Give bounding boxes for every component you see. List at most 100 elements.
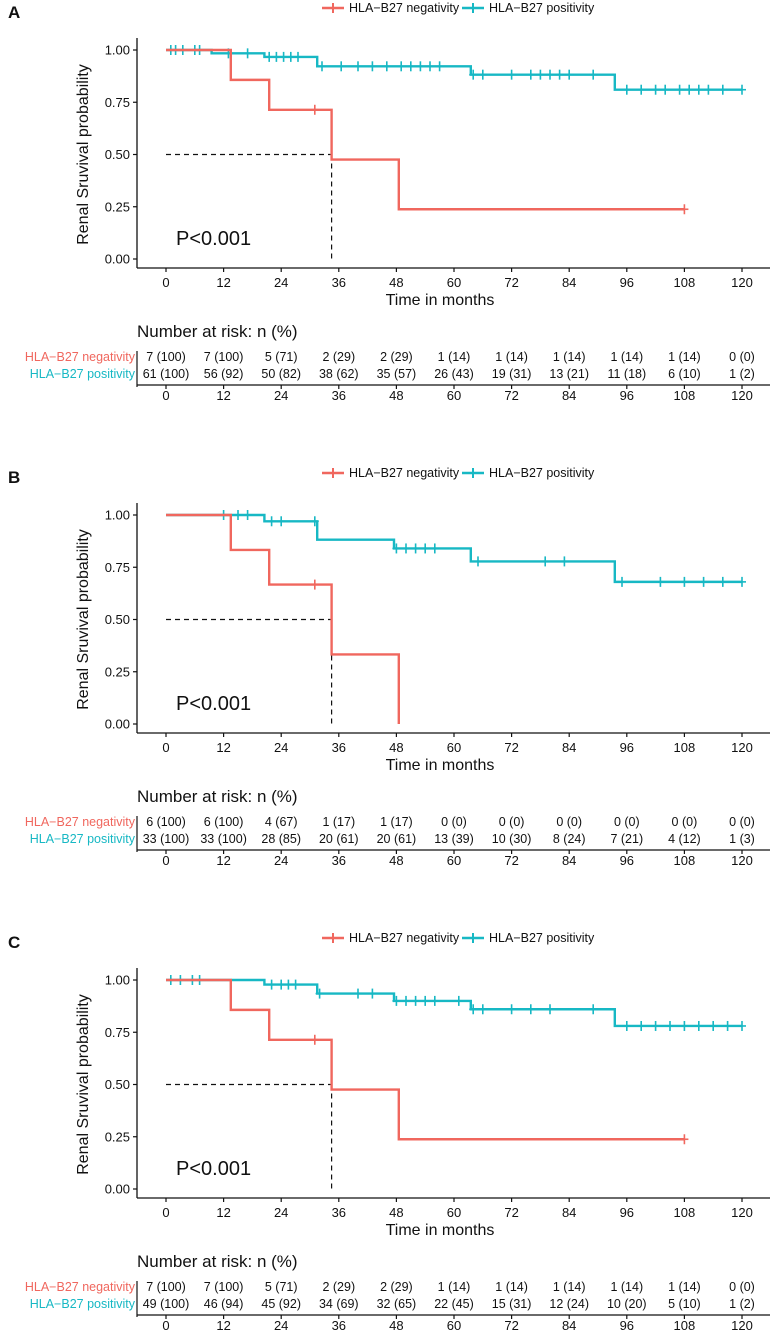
risk-group-positivity: HLA−B27 positivity <box>30 367 136 381</box>
legend-label-positivity: HLA−B27 positivity <box>489 1 595 15</box>
x-tick-label: 60 <box>447 1205 461 1220</box>
x-tick-label: 72 <box>504 740 518 755</box>
x-axis-title: Time in months <box>386 1222 495 1239</box>
risk-group-negativity: HLA−B27 negativity <box>25 350 136 364</box>
km-curve-negativity <box>166 978 685 1141</box>
y-tick-label: 1.00 <box>105 508 130 523</box>
risk-cell-negativity: 1 (17) <box>322 815 355 829</box>
risk-x-tick-label: 24 <box>274 853 288 868</box>
y-tick-label: 0.00 <box>105 717 130 732</box>
panel-letter: C <box>8 933 20 952</box>
risk-cell-negativity: 0 (0) <box>614 815 640 829</box>
risk-cell-positivity: 11 (18) <box>607 367 646 381</box>
km-curve-positivity <box>166 978 742 1028</box>
panel-letter: B <box>8 468 20 487</box>
risk-x-tick-label: 108 <box>674 388 696 403</box>
risk-x-tick-label: 36 <box>332 388 346 403</box>
legend-label-negativity: HLA−B27 negativity <box>349 1 460 15</box>
x-tick-label: 120 <box>731 275 753 290</box>
risk-cell-negativity: 0 (0) <box>729 350 755 364</box>
y-tick-label: 0.50 <box>105 147 130 162</box>
x-tick-label: 120 <box>731 740 753 755</box>
risk-cell-positivity: 8 (24) <box>553 832 586 846</box>
p-value: P<0.001 <box>176 693 251 715</box>
risk-cell-positivity: 50 (82) <box>261 367 301 381</box>
km-curve-positivity <box>166 513 742 584</box>
x-tick-label: 24 <box>274 740 288 755</box>
risk-cell-negativity: 0 (0) <box>556 815 582 829</box>
y-tick-label: 1.00 <box>105 43 130 58</box>
legend-label-positivity: HLA−B27 positivity <box>489 466 595 480</box>
y-tick-label: 0.25 <box>105 664 130 679</box>
y-tick-label: 0.75 <box>105 560 130 575</box>
y-axis-title: Renal Sruvival probability <box>75 64 92 245</box>
risk-cell-positivity: 19 (31) <box>492 367 532 381</box>
risk-table-title: Number at risk: n (%) <box>137 322 298 341</box>
risk-cell-positivity: 13 (21) <box>549 367 589 381</box>
risk-cell-positivity: 20 (61) <box>319 832 359 846</box>
risk-cell-negativity: 1 (14) <box>610 1280 643 1294</box>
risk-x-tick-label: 48 <box>389 853 403 868</box>
legend-label-negativity: HLA−B27 negativity <box>349 466 460 480</box>
risk-x-tick-label: 84 <box>562 388 576 403</box>
y-tick-label: 0.25 <box>105 199 130 214</box>
risk-x-tick-label: 120 <box>731 853 753 868</box>
y-tick-label: 0.00 <box>105 252 130 267</box>
risk-x-tick-label: 0 <box>162 1318 169 1333</box>
risk-x-tick-label: 24 <box>274 388 288 403</box>
risk-cell-positivity: 33 (100) <box>200 832 247 846</box>
risk-cell-negativity: 1 (14) <box>668 1280 701 1294</box>
y-tick-label: 0.75 <box>105 1025 130 1040</box>
risk-cell-negativity: 1 (14) <box>495 350 528 364</box>
panel-a: A HLA−B27 negativity HLA−B27 positivity 0.0… <box>8 1 770 403</box>
x-tick-label: 108 <box>674 275 696 290</box>
x-tick-label: 36 <box>332 275 346 290</box>
panel-b: B HLA−B27 negativity HLA−B27 positivity 0.0… <box>8 466 770 868</box>
risk-cell-positivity: 12 (24) <box>549 1297 589 1311</box>
risk-cell-positivity: 33 (100) <box>143 832 190 846</box>
x-tick-label: 12 <box>216 740 230 755</box>
risk-cell-negativity: 2 (29) <box>380 1280 413 1294</box>
x-tick-label: 84 <box>562 275 576 290</box>
risk-cell-negativity: 0 (0) <box>729 1280 755 1294</box>
x-tick-label: 84 <box>562 740 576 755</box>
risk-x-tick-label: 0 <box>162 388 169 403</box>
risk-x-tick-label: 84 <box>562 853 576 868</box>
y-axis-title: Renal Sruvival probability <box>75 529 92 710</box>
risk-x-tick-label: 0 <box>162 853 169 868</box>
risk-cell-positivity: 46 (94) <box>204 1297 244 1311</box>
x-tick-label: 108 <box>674 740 696 755</box>
risk-cell-negativity: 0 (0) <box>672 815 698 829</box>
risk-cell-negativity: 7 (100) <box>146 1280 186 1294</box>
risk-x-tick-label: 36 <box>332 1318 346 1333</box>
y-axis-title: Renal Sruvival probability <box>75 994 92 1175</box>
x-tick-label: 84 <box>562 1205 576 1220</box>
y-tick-label: 0.75 <box>105 95 130 110</box>
risk-x-tick-label: 96 <box>620 853 634 868</box>
risk-cell-positivity: 5 (10) <box>668 1297 701 1311</box>
km-curve-negativity <box>166 48 685 211</box>
risk-cell-negativity: 1 (14) <box>553 350 586 364</box>
risk-cell-negativity: 0 (0) <box>499 815 525 829</box>
risk-group-positivity: HLA−B27 positivity <box>30 832 136 846</box>
risk-cell-negativity: 1 (14) <box>553 1280 586 1294</box>
risk-cell-negativity: 7 (100) <box>204 1280 244 1294</box>
risk-x-tick-label: 120 <box>731 1318 753 1333</box>
risk-x-tick-label: 48 <box>389 1318 403 1333</box>
risk-cell-positivity: 61 (100) <box>143 367 190 381</box>
legend: HLA−B27 negativity HLA−B27 positivity <box>322 466 595 480</box>
risk-cell-positivity: 56 (92) <box>204 367 244 381</box>
risk-cell-positivity: 49 (100) <box>143 1297 190 1311</box>
risk-x-tick-label: 24 <box>274 1318 288 1333</box>
risk-cell-positivity: 10 (20) <box>607 1297 647 1311</box>
risk-cell-positivity: 22 (45) <box>434 1297 474 1311</box>
risk-cell-positivity: 7 (21) <box>610 832 643 846</box>
risk-cell-positivity: 15 (31) <box>492 1297 532 1311</box>
y-tick-label: 0.50 <box>105 612 130 627</box>
x-tick-label: 36 <box>332 740 346 755</box>
x-tick-label: 48 <box>389 740 403 755</box>
risk-cell-negativity: 0 (0) <box>729 815 755 829</box>
risk-cell-positivity: 4 (12) <box>668 832 701 846</box>
x-tick-label: 120 <box>731 1205 753 1220</box>
km-curve-positivity <box>166 48 742 91</box>
